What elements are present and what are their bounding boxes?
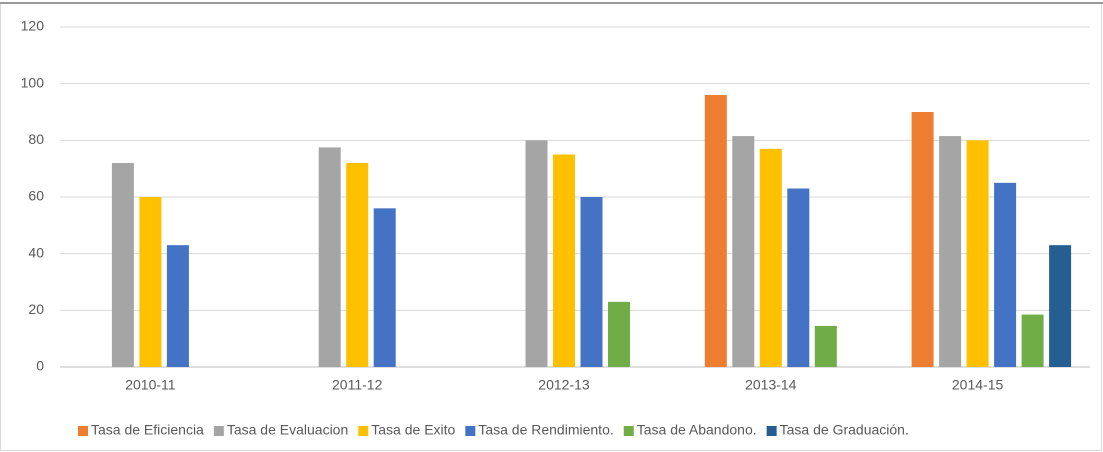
bar xyxy=(939,136,962,367)
y-tick-label: 100 xyxy=(21,74,45,90)
x-tick-label: 2012-13 xyxy=(538,377,590,393)
legend-label: Tasa de Eficiencia xyxy=(91,422,204,438)
bar xyxy=(966,140,989,367)
bar xyxy=(814,325,837,367)
x-tick-label: 2010-11 xyxy=(125,377,176,393)
x-tick-label: 2014-15 xyxy=(952,377,1004,393)
legend-swatch xyxy=(623,426,634,436)
y-tick-label: 60 xyxy=(28,188,44,204)
x-tick-label: 2013-14 xyxy=(745,377,797,393)
bar xyxy=(166,245,189,367)
legend-label: Tasa de Evaluacion xyxy=(227,422,348,438)
legend-swatch xyxy=(213,426,224,436)
bar xyxy=(139,197,162,367)
bar xyxy=(787,188,810,367)
bar xyxy=(346,163,369,367)
legend-label: Tasa de Abandono. xyxy=(637,422,757,438)
bar xyxy=(759,148,782,367)
bar xyxy=(525,140,548,367)
bar xyxy=(704,95,727,367)
y-tick-label: 120 xyxy=(21,18,45,34)
legend-swatch xyxy=(78,426,88,436)
bar xyxy=(580,197,603,367)
bar xyxy=(1049,245,1072,367)
bar xyxy=(373,208,396,367)
x-tick-label: 2011-12 xyxy=(332,377,383,393)
bar xyxy=(994,182,1017,367)
bar xyxy=(608,301,630,367)
bar xyxy=(911,112,934,367)
legend-swatch xyxy=(766,426,777,436)
y-tick-label: 0 xyxy=(36,358,44,374)
legend-label: Tasa de Rendimiento. xyxy=(478,422,613,438)
bar xyxy=(732,136,755,367)
y-tick-label: 20 xyxy=(28,301,44,317)
y-tick-label: 80 xyxy=(28,131,44,147)
bar xyxy=(111,163,134,367)
legend-label: Tasa de Graduación. xyxy=(780,422,909,438)
y-tick-label: 40 xyxy=(28,244,44,260)
bar xyxy=(1021,314,1044,367)
legend-label: Tasa de Exito xyxy=(371,422,455,438)
legend-swatch xyxy=(358,426,369,436)
bar xyxy=(318,147,341,367)
bar xyxy=(553,154,575,367)
legend-swatch xyxy=(465,426,476,436)
